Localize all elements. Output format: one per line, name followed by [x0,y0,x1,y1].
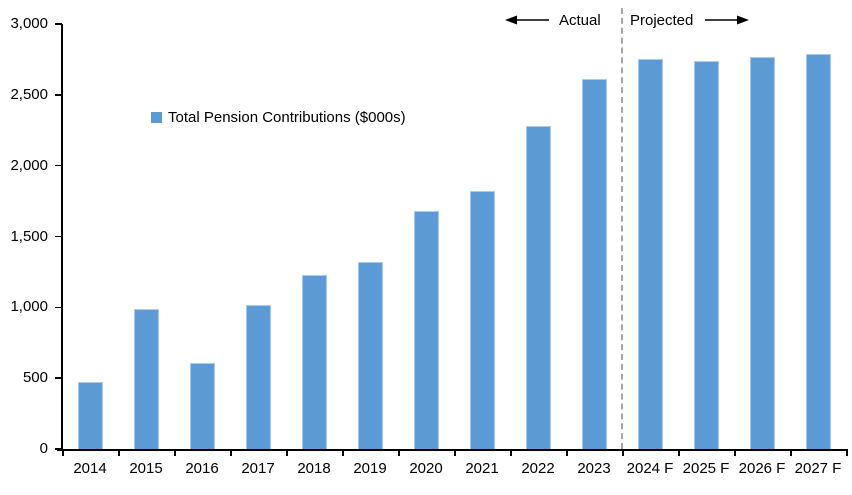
x-tick-label: 2015 [129,460,163,477]
x-tick-mark [118,449,120,456]
x-tick-mark [678,449,680,456]
y-tick-mark [55,448,62,450]
x-tick-label: 2017 [241,460,275,477]
actual-label: Actual [559,11,601,29]
x-tick-label: 2025 F [682,460,730,477]
bar-2026-f [749,56,775,449]
x-tick-mark [286,449,288,456]
x-tick-mark [454,449,456,456]
x-tick-label: 2020 [409,460,443,477]
bar-2024-f [637,59,663,449]
actual-annotation: Actual [505,11,601,29]
x-tick-mark [398,449,400,456]
x-tick-mark [566,449,568,456]
x-tick-label: 2024 F [626,460,674,477]
y-tick-label: 2,000 [10,156,48,174]
y-tick-mark [55,164,62,167]
legend-label: Total Pension Contributions ($000s) [168,109,406,126]
actual-projected-divider [621,8,623,449]
bar-2016 [189,362,215,449]
bar-2014 [77,382,103,449]
x-tick-mark [174,449,176,456]
projected-label: Projected [630,11,694,29]
x-tick-mark [62,449,64,456]
x-tick-label: 2021 [465,460,499,477]
y-tick-label: 500 [22,369,48,387]
bar-2020 [413,211,439,449]
y-tick-mark [55,377,62,379]
y-tick-mark [55,94,62,96]
bar-2025-f [693,60,719,449]
bar-2017 [245,304,271,449]
legend-swatch-icon [151,112,162,123]
bar-2027-f [805,53,831,449]
y-tick-label: 1,000 [10,298,48,316]
bar-2021 [469,191,495,449]
x-tick-mark [230,449,232,456]
x-tick-label: 2016 [185,460,219,477]
y-tick-label: 3,000 [10,15,48,32]
x-tick-mark [510,449,512,456]
bar-2019 [357,262,383,449]
bar-2018 [301,274,327,449]
y-tick-mark [55,23,62,25]
x-tick-mark [622,449,624,456]
y-tick-label: 2,500 [10,85,48,103]
x-tick-label: 2018 [297,460,331,477]
bar-2022 [525,126,551,449]
x-axis-line [57,448,847,451]
right-arrow-icon [705,15,750,25]
y-tick-mark [55,306,62,309]
x-tick-label: 2023 [577,460,611,477]
x-tick-label: 2022 [521,460,555,477]
projected-annotation: Projected [630,11,750,29]
bar-2015 [133,308,159,449]
x-tick-mark [734,449,736,456]
left-arrow-icon [505,15,549,25]
legend: Total Pension Contributions ($000s) [151,109,406,126]
x-tick-mark [790,449,792,456]
x-tick-label: 2027 F [794,460,842,477]
x-tick-label: 2019 [353,460,387,477]
y-tick-label: 1,500 [10,227,48,245]
y-tick-mark [55,235,62,238]
x-tick-label: 2026 F [738,460,786,477]
y-axis-line [61,24,63,451]
x-tick-label: 2014 [73,460,107,477]
x-tick-mark [342,449,344,456]
y-tick-label: 0 [39,440,48,457]
x-tick-mark [846,449,848,456]
bar-2023 [581,79,607,449]
